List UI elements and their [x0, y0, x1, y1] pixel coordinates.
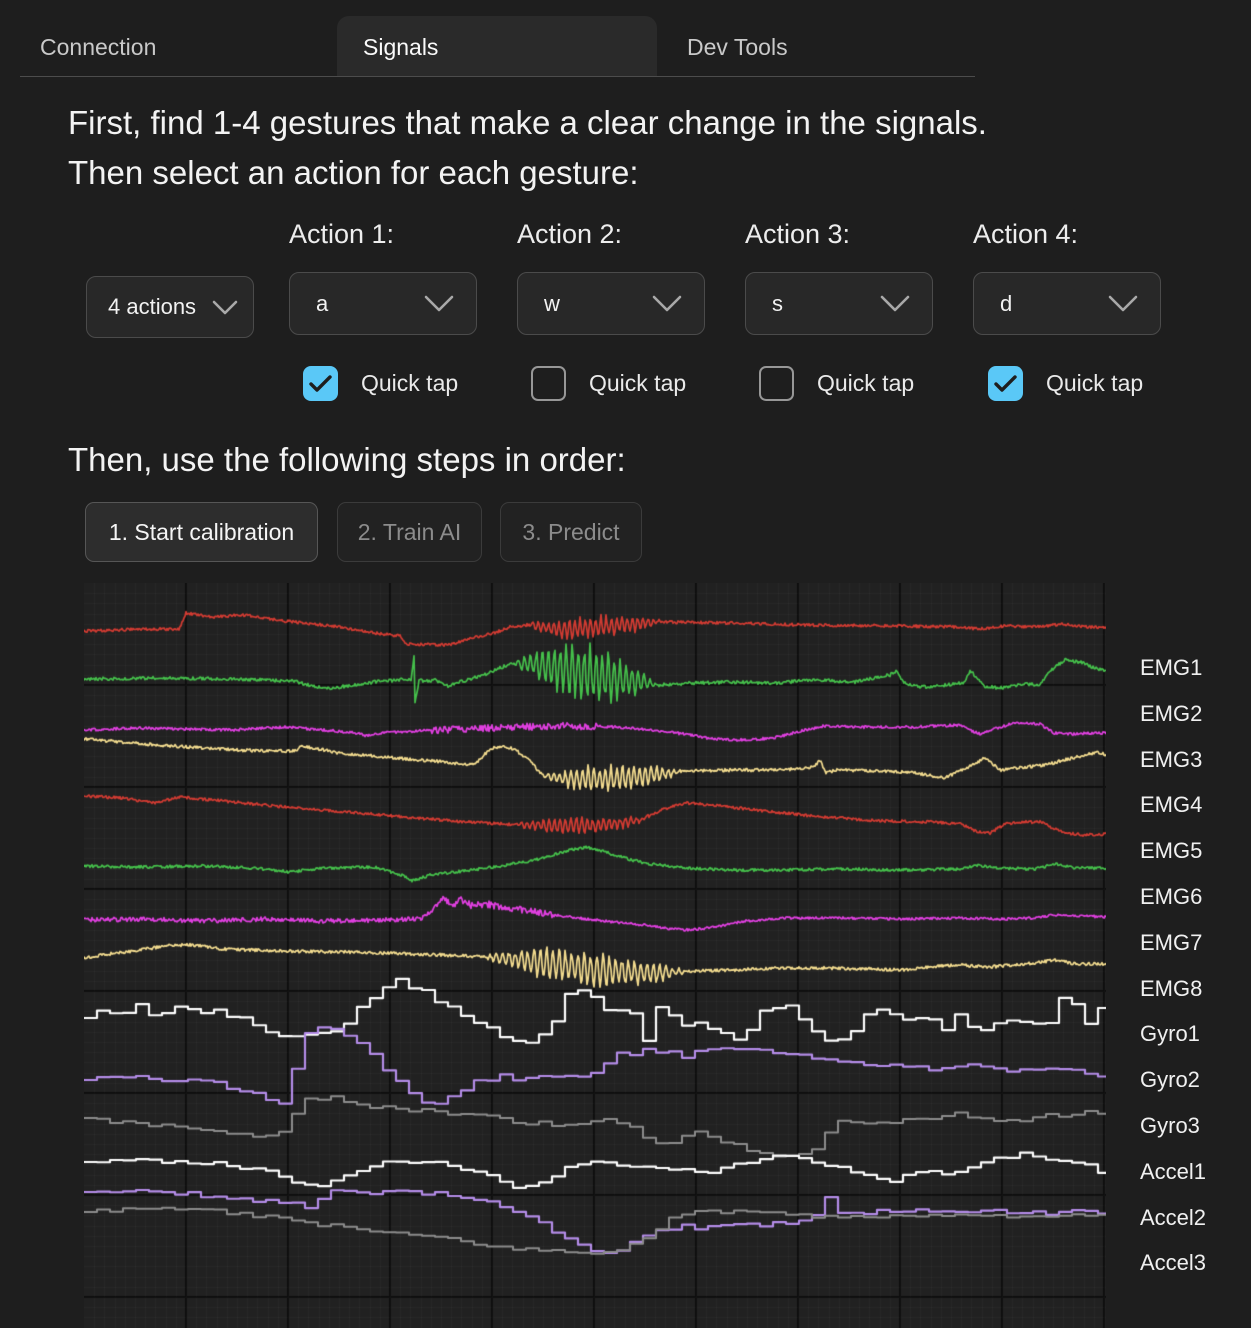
- quick-tap-group-2: Quick tap: [531, 366, 686, 401]
- channel-label-emg6: EMG6: [1140, 884, 1203, 909]
- check-icon: [994, 374, 1017, 392]
- quick-tap-label: Quick tap: [1046, 370, 1144, 396]
- quick-tap-checkbox-4[interactable]: [988, 366, 1023, 401]
- channel-label-emg8: EMG8: [1140, 975, 1203, 1001]
- channel-label-emg5: EMG5: [1140, 838, 1203, 864]
- steps-heading: Then, use the following steps in order:: [68, 441, 626, 478]
- action-1-select[interactable]: a: [289, 272, 477, 335]
- chevron-down-icon: [880, 295, 910, 312]
- quick-tap-checkbox-1[interactable]: [303, 366, 338, 401]
- channel-label-accel2: Accel2: [1140, 1204, 1207, 1230]
- quick-tap-label: Quick tap: [361, 370, 459, 396]
- action-3-value: s: [772, 290, 783, 316]
- action-count-select[interactable]: 4 actions: [86, 276, 254, 338]
- chevron-down-icon: [424, 295, 454, 312]
- action-1-value: a: [316, 290, 329, 316]
- action-4-value: d: [1000, 290, 1013, 316]
- quick-tap-label: Quick tap: [589, 370, 687, 396]
- active-tab-background: [337, 16, 657, 77]
- channel-label-emg4: EMG4: [1140, 792, 1203, 818]
- action-2-value: w: [544, 290, 560, 316]
- channel-label-gyro1: Gyro1: [1140, 1021, 1200, 1047]
- action-2-label: Action 2:: [517, 219, 623, 249]
- predict-button[interactable]: 3. Predict: [500, 502, 642, 562]
- action-3-select[interactable]: s: [745, 272, 933, 335]
- action-count-value: 4 actions: [108, 294, 197, 319]
- check-icon: [309, 374, 332, 392]
- instructions-line2: Then select an action for each gesture:: [68, 154, 639, 191]
- signal-plot: [84, 583, 1106, 1328]
- channel-label-emg1: EMG1: [1140, 655, 1203, 680]
- instructions-heading: First, find 1-4 gestures that make a cle…: [68, 98, 1208, 198]
- start-calibration-button[interactable]: 1. Start calibration: [85, 502, 318, 562]
- tab-dev-tools[interactable]: Dev Tools: [687, 34, 788, 60]
- signal-canvas: [84, 583, 1106, 1328]
- action-2-select[interactable]: w: [517, 272, 705, 335]
- quick-tap-checkbox-2[interactable]: [531, 366, 566, 401]
- quick-tap-checkbox-3[interactable]: [759, 366, 794, 401]
- chevron-down-icon: [1108, 295, 1138, 312]
- quick-tap-group-4: Quick tap: [988, 366, 1143, 401]
- quick-tap-label: Quick tap: [817, 370, 915, 396]
- action-1-label: Action 1:: [289, 219, 395, 249]
- tab-divider: [20, 76, 975, 77]
- channel-label-accel1: Accel1: [1140, 1158, 1207, 1184]
- channel-label-gyro3: Gyro3: [1140, 1113, 1200, 1138]
- tab-connection[interactable]: Connection: [40, 34, 157, 60]
- tab-signals[interactable]: Signals: [363, 34, 439, 60]
- channel-label-emg2: EMG2: [1140, 700, 1203, 726]
- action-4-select[interactable]: d: [973, 272, 1161, 335]
- chevron-down-icon: [212, 300, 238, 315]
- channel-label-emg3: EMG3: [1140, 746, 1203, 772]
- action-4-label: Action 4:: [973, 219, 1079, 249]
- chevron-down-icon: [652, 295, 682, 312]
- tab-bar: Connection Signals Dev Tools: [0, 0, 1251, 77]
- train-ai-button[interactable]: 2. Train AI: [337, 502, 482, 562]
- channel-label-gyro2: Gyro2: [1140, 1067, 1200, 1093]
- channel-label-emg7: EMG7: [1140, 929, 1203, 955]
- instructions-line1: First, find 1-4 gestures that make a cle…: [68, 104, 987, 141]
- channel-label-accel3: Accel3: [1140, 1250, 1207, 1276]
- quick-tap-group-1: Quick tap: [303, 366, 458, 401]
- quick-tap-group-3: Quick tap: [759, 366, 914, 401]
- action-3-label: Action 3:: [745, 219, 851, 249]
